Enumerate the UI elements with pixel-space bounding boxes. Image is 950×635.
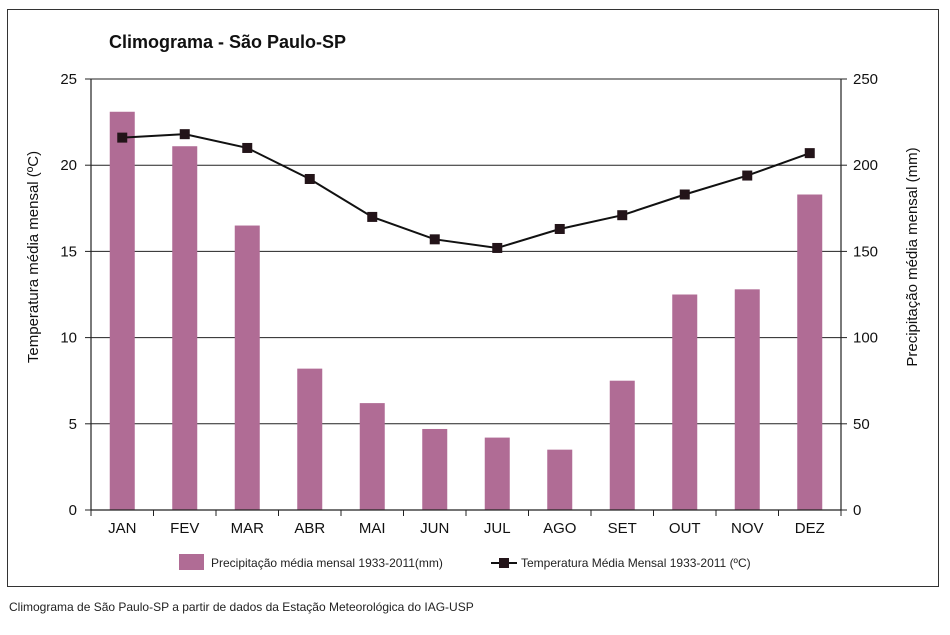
precipitation-bar — [734, 289, 760, 510]
left-tick-label: 25 — [60, 71, 77, 88]
category-label: ABR — [294, 520, 325, 537]
axes: 0 0 5 50 10 100 15 150 20 200 25 250 JAN FEV MAR ABR MAI… — [60, 71, 878, 537]
category-label: JUL — [484, 520, 511, 537]
precipitation-bar — [172, 146, 198, 510]
temperature-marker — [742, 170, 753, 181]
category-label: JUN — [420, 520, 449, 537]
left-tick-label: 15 — [60, 243, 77, 260]
precipitation-bar — [109, 111, 135, 511]
temperature-line — [117, 129, 815, 253]
left-axis-title: Temperatura média mensal (ºC) — [25, 151, 42, 363]
category-label: AGO — [543, 520, 576, 537]
chart-frame: Climograma - São Paulo-SP 0 0 5 50 10 100 15 15… — [7, 9, 939, 587]
precipitation-bar — [547, 449, 573, 510]
precipitation-bar — [297, 368, 323, 510]
category-label: JAN — [108, 520, 136, 537]
temperature-marker — [804, 148, 815, 159]
temperature-marker — [304, 173, 315, 184]
precipitation-bar — [359, 403, 385, 510]
category-label: SET — [608, 520, 637, 537]
category-label: OUT — [669, 520, 701, 537]
category-label: FEV — [170, 520, 199, 537]
legend-precipitation-label: Precipitação média mensal 1933-2011(mm) — [211, 556, 443, 570]
right-axis-title: Precipitação média mensal (mm) — [904, 147, 921, 366]
category-label: MAI — [359, 520, 386, 537]
precipitation-bar — [797, 194, 823, 510]
legend-temperature-label: Temperatura Média Mensal 1933-2011 (ºC) — [521, 556, 751, 570]
left-tick-label: 20 — [60, 157, 77, 174]
category-label: MAR — [231, 520, 265, 537]
legend: Precipitação média mensal 1933-2011(mm) T… — [179, 554, 751, 570]
precipitation-bars — [109, 111, 823, 511]
precipitation-bar — [422, 428, 448, 510]
temperature-marker — [429, 234, 440, 245]
right-tick-label: 200 — [853, 157, 878, 174]
precipitation-bar — [484, 437, 510, 510]
precipitation-bar — [234, 225, 260, 511]
climogram-chart: Climograma - São Paulo-SP 0 0 5 50 10 100 15 15… — [25, 32, 921, 570]
left-tick-label: 5 — [69, 416, 77, 433]
right-tick-label: 250 — [853, 71, 878, 88]
grid-lines — [91, 78, 841, 425]
category-label: DEZ — [795, 520, 825, 537]
temperature-polyline — [122, 133, 811, 249]
temperature-marker — [679, 189, 690, 200]
chart-title: Climograma - São Paulo-SP — [109, 32, 346, 52]
right-tick-label: 150 — [853, 243, 878, 260]
left-tick-label: 10 — [60, 330, 77, 347]
temperature-marker — [492, 242, 503, 253]
legend-bar-swatch — [179, 554, 204, 570]
right-tick-label: 0 — [853, 502, 861, 519]
temperature-marker — [554, 223, 565, 234]
right-tick-label: 50 — [853, 416, 870, 433]
category-label: NOV — [731, 520, 764, 537]
temperature-marker — [117, 132, 128, 143]
figure-caption: Climograma de São Paulo-SP a partir de d… — [9, 600, 474, 614]
temperature-marker — [242, 142, 253, 153]
precipitation-bar — [609, 380, 635, 510]
precipitation-bar — [672, 294, 698, 510]
left-tick-label: 0 — [69, 502, 77, 519]
temperature-marker — [367, 211, 378, 222]
temperature-marker — [617, 210, 628, 221]
right-tick-label: 100 — [853, 330, 878, 347]
temperature-marker — [179, 129, 190, 140]
legend-line-marker — [499, 558, 509, 568]
